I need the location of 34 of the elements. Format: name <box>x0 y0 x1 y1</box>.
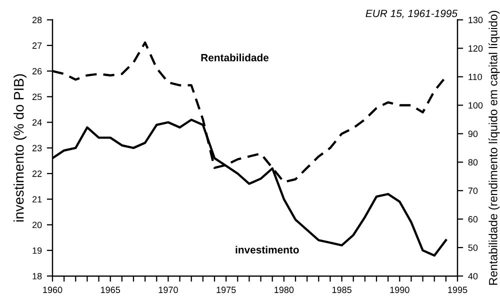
y-axis-title: investimento (% do PIB) <box>14 74 26 222</box>
y2-tick-label: 110 <box>468 74 482 80</box>
y-tick-label: 18 <box>32 272 42 280</box>
x-tick-label: 1995 <box>448 286 468 294</box>
x-tick-label: 1980 <box>274 286 294 294</box>
annotation: Rentabilidade <box>201 54 269 62</box>
y-tick-label: 19 <box>32 247 42 254</box>
y-tick-label: 24 <box>32 119 42 126</box>
x-tick-label: 1965 <box>101 286 120 294</box>
y2-tick-label: 60 <box>468 216 478 222</box>
x-tick-label: 1975 <box>216 286 236 294</box>
y-tick-label: 25 <box>32 94 42 100</box>
y2-tick-label: 70 <box>468 188 478 194</box>
y-tick-label: 20 <box>32 222 42 228</box>
y2-tick-label: 80 <box>468 159 478 166</box>
y2-tick-label: 120 <box>468 45 483 52</box>
x-tick-label: 1990 <box>390 286 410 294</box>
y-tick-label: 23 <box>32 144 42 152</box>
y2-axis-title: Rentabilidade (rendimento líquido em capital líquido) <box>488 10 500 285</box>
y-tick-label: 27 <box>32 42 42 49</box>
x-tick-label: 1985 <box>332 286 352 294</box>
y-tick-label: 22 <box>32 170 42 177</box>
y2-tick-label: 50 <box>468 244 478 251</box>
x-tick-label: 1970 <box>158 286 178 294</box>
y-tick-label: 28 <box>32 16 42 24</box>
y-tick-label: 21 <box>32 196 42 202</box>
y-tick-label: 26 <box>32 68 42 74</box>
y2-tick-label: 130 <box>468 16 483 24</box>
annotation: investimento <box>236 246 299 254</box>
chart-title: EUR 15, 1961-1995 <box>366 10 458 18</box>
y2-tick-label: 40 <box>468 272 478 280</box>
y2-tick-label: 90 <box>468 130 478 138</box>
y2-tick-label: 100 <box>468 102 483 109</box>
x-tick-label: 1960 <box>43 286 62 294</box>
